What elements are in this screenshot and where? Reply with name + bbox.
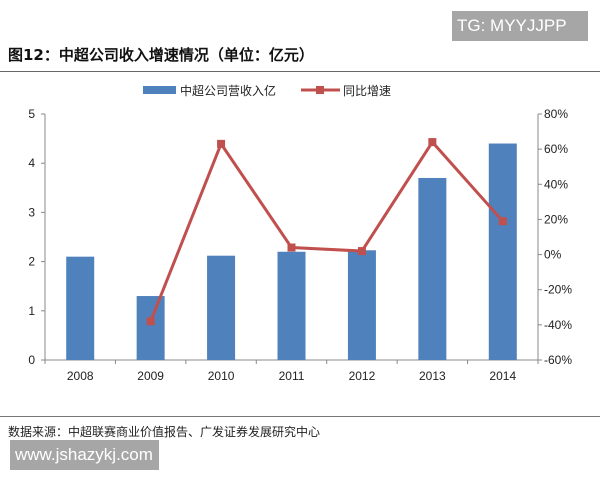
growth-marker-2012 bbox=[357, 247, 366, 256]
footer-divider bbox=[0, 416, 600, 417]
right-tick-label: -40% bbox=[544, 318, 572, 332]
legend-bar-label: 中超公司营收入亿 bbox=[180, 83, 276, 98]
right-tick-label: -20% bbox=[544, 283, 572, 297]
bar-2011 bbox=[277, 251, 306, 360]
x-tick-label: 2012 bbox=[349, 369, 376, 383]
watermark-bottom: www.jshazykj.com bbox=[10, 440, 159, 470]
bar-2010 bbox=[207, 255, 236, 360]
growth-marker-2011 bbox=[287, 243, 296, 252]
legend-line-label: 同比增速 bbox=[343, 84, 391, 98]
watermark-top: TG: MYYJJPP bbox=[452, 11, 588, 41]
bar-2013 bbox=[418, 177, 447, 360]
left-tick-label: 3 bbox=[28, 205, 35, 219]
left-tick-label: 2 bbox=[28, 255, 35, 269]
x-tick-label: 2009 bbox=[137, 369, 164, 383]
legend-line-marker bbox=[316, 86, 324, 94]
legend-bar-swatch bbox=[143, 86, 176, 94]
x-tick-label: 2013 bbox=[419, 369, 446, 383]
x-tick-label: 2008 bbox=[67, 369, 94, 383]
left-tick-label: 1 bbox=[28, 304, 35, 318]
source-note: 数据来源：中超联赛商业价值报告、广发证券发展研究中心 bbox=[8, 425, 321, 439]
growth-marker-2014 bbox=[498, 217, 507, 226]
right-tick-label: 80% bbox=[544, 107, 568, 121]
left-tick-label: 5 bbox=[28, 107, 35, 121]
right-tick-label: 20% bbox=[544, 212, 568, 226]
title-divider bbox=[0, 71, 600, 72]
growth-marker-2013 bbox=[428, 138, 437, 147]
bar-2014 bbox=[488, 143, 517, 360]
x-tick-label: 2011 bbox=[279, 369, 305, 383]
chart: 0 1 2 3 4 5 -60% -40% -20% 0% 20% 40% 60% 80% 2008 2009… bbox=[28, 83, 572, 383]
growth-marker-2009 bbox=[146, 317, 155, 326]
growth-line bbox=[149, 139, 504, 322]
x-tick-label: 2014 bbox=[489, 369, 516, 383]
x-tick-label: 2010 bbox=[208, 369, 235, 383]
right-tick-label: -60% bbox=[544, 353, 572, 367]
chart-title: 图12：中超公司收入增速情况（单位：亿元） bbox=[8, 46, 314, 64]
right-tick-label: 40% bbox=[544, 177, 568, 191]
right-tick-label: 60% bbox=[544, 142, 568, 156]
growth-marker-2010 bbox=[217, 139, 226, 148]
left-tick-label: 4 bbox=[28, 156, 35, 170]
right-tick-label: 0% bbox=[544, 248, 562, 262]
left-tick-label: 0 bbox=[28, 353, 35, 367]
bar-2009 bbox=[136, 296, 165, 360]
bar-2008 bbox=[66, 256, 95, 360]
bar-2012 bbox=[347, 250, 376, 360]
